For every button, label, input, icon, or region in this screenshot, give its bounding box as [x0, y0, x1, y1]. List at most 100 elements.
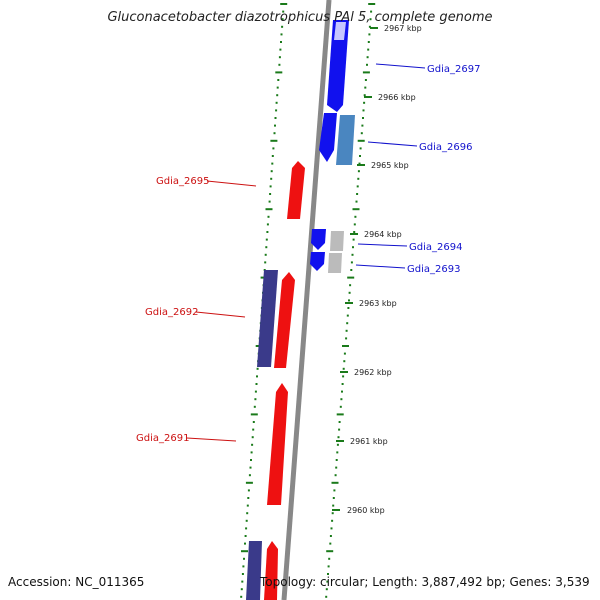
- track-tick: [268, 200, 271, 203]
- track-tick: [357, 170, 360, 173]
- track-tick: [362, 117, 364, 119]
- track-tick: [243, 557, 245, 560]
- gene-label-gdia-2695[interactable]: Gdia_2695: [156, 176, 209, 187]
- track-tick: [253, 405, 256, 408]
- track-tick: [252, 428, 255, 431]
- track-tick: [342, 367, 345, 370]
- track-tick: [359, 147, 362, 150]
- gene-label-gdia-2692[interactable]: Gdia_2692: [145, 307, 198, 318]
- track-tick: [367, 41, 370, 43]
- track-tick: [278, 63, 281, 66]
- track-tick: [363, 101, 366, 104]
- track-tick: [329, 535, 332, 537]
- gene-bottom-navy[interactable]: [246, 541, 262, 600]
- track-tick: [342, 375, 345, 378]
- track-tick: [269, 185, 272, 188]
- track-tick: [360, 132, 363, 135]
- gene-gdia-2697-highlight: [334, 22, 346, 40]
- gene-label-gdia-2693[interactable]: Gdia_2693: [407, 264, 460, 275]
- gene-gdia-2692-red[interactable]: [274, 272, 295, 368]
- gene-gdia-2694-a[interactable]: [311, 229, 326, 250]
- track-tick: [282, 10, 285, 13]
- accession-text: Accession: NC_011365: [8, 575, 145, 589]
- gene-label-gdia-2696[interactable]: Gdia_2696: [419, 142, 472, 153]
- gene-gdia-2691[interactable]: [267, 383, 288, 505]
- track-tick: [275, 71, 283, 74]
- track-tick: [248, 474, 251, 477]
- track-tick: [251, 443, 254, 446]
- track-tick: [346, 314, 349, 317]
- gene-label-gdia-2694[interactable]: Gdia_2694: [409, 242, 462, 253]
- kbp-label: 2961 kbp: [350, 437, 388, 446]
- track-tick: [325, 595, 328, 598]
- track-tick: [363, 94, 366, 97]
- track-tick: [361, 124, 364, 127]
- track-tick: [280, 3, 288, 5]
- track-tick: [352, 246, 354, 249]
- track-tick: [247, 489, 250, 492]
- track-tick: [355, 200, 358, 203]
- track-tick: [275, 101, 278, 104]
- track-tick: [278, 56, 281, 59]
- track-tick: [241, 550, 248, 553]
- gene-gdia-2696-a[interactable]: [319, 113, 337, 162]
- track-tick: [343, 360, 346, 363]
- track-tick: [352, 238, 355, 241]
- gene-gdia-2697[interactable]: [327, 20, 349, 112]
- kbp-label: 2966 kbp: [378, 93, 416, 102]
- track-tick: [266, 223, 269, 226]
- track-tick: [271, 162, 274, 165]
- track-tick: [270, 139, 278, 142]
- track-tick: [256, 367, 259, 370]
- track-tick: [269, 193, 272, 195]
- track-tick: [251, 436, 254, 439]
- gene-label-gdia-2697[interactable]: Gdia_2697: [427, 64, 480, 75]
- track-tick: [327, 565, 330, 568]
- track-tick: [332, 504, 335, 507]
- track-tick: [249, 466, 252, 469]
- track-tick: [245, 481, 253, 484]
- track-tick: [367, 48, 370, 51]
- track-tick: [352, 208, 360, 211]
- track-tick: [338, 421, 341, 423]
- track-tick: [333, 489, 336, 492]
- track-tick: [368, 33, 371, 36]
- track-tick: [274, 124, 276, 127]
- track-tick: [338, 428, 341, 431]
- track-tick: [256, 375, 258, 378]
- gene-gdia-2695[interactable]: [287, 161, 305, 219]
- track-tick: [328, 557, 331, 560]
- track-tick: [274, 117, 277, 119]
- gene-label-gdia-2691[interactable]: Gdia_2691: [136, 433, 189, 444]
- kbp-label: 2963 kbp: [359, 299, 397, 308]
- gene-gdia-2692-navy[interactable]: [257, 270, 278, 367]
- track-tick: [240, 588, 243, 591]
- gene-gdia-2693-a[interactable]: [310, 252, 325, 271]
- track-tick: [247, 497, 250, 499]
- track-tick: [345, 329, 348, 332]
- track-tick: [264, 261, 267, 264]
- track-tick: [348, 291, 351, 294]
- gene-gdia-2694-b[interactable]: [330, 231, 344, 251]
- track-tick: [270, 170, 273, 173]
- track-tick: [265, 208, 273, 211]
- track-tick: [341, 383, 344, 385]
- topology-text: Topology: circular; Length: 3,887,492 bp…: [260, 575, 590, 589]
- kbp-label: 2965 kbp: [371, 161, 409, 170]
- gene-bottom-red[interactable]: [264, 541, 278, 600]
- track-tick: [357, 139, 365, 142]
- track-tick: [270, 177, 273, 180]
- track-tick: [359, 155, 361, 157]
- gene-gdia-2693-b[interactable]: [328, 253, 342, 273]
- track-tick: [265, 238, 268, 241]
- gene-gdia-2696-b[interactable]: [336, 115, 355, 165]
- kbp-label: 2962 kbp: [354, 368, 392, 377]
- track-tick: [366, 56, 369, 59]
- track-tick: [331, 519, 334, 522]
- track-tick: [362, 109, 365, 112]
- track-tick: [342, 345, 349, 347]
- track-tick: [335, 459, 338, 461]
- track-tick: [357, 177, 360, 180]
- track-tick: [345, 337, 348, 340]
